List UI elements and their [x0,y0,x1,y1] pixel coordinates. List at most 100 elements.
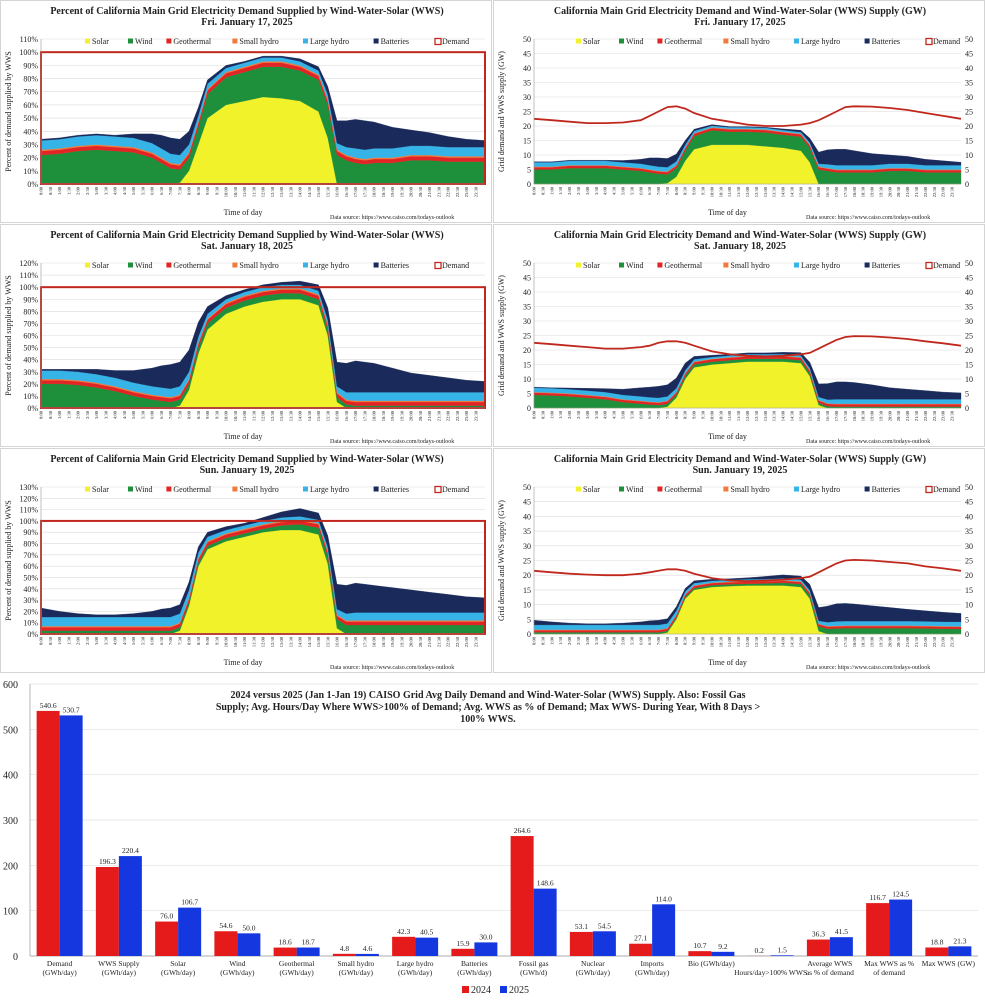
x-tick-label: 8:30 [196,186,201,195]
legend-swatch [373,38,379,44]
legend-label: Demand [442,37,469,46]
x-tick-label: 14:00 [781,186,786,197]
x-tick-label: 4:00 [113,636,118,645]
x-tick-label: 2:00 [76,186,81,195]
x-axis-label: Time of day [224,432,263,441]
bar-2025 [178,907,202,956]
category-label: Max WWS as % [864,959,914,968]
x-tick-label: 10:30 [233,186,238,197]
x-tick-label: 23:00 [464,186,469,197]
bar-2025 [711,951,735,956]
y-tick-label: 35 [523,527,531,536]
legend-label: Demand [933,485,960,494]
x-tick-label: 11:30 [736,636,741,647]
legend-label: Demand [442,485,469,494]
y-tick-label: 20 [523,346,531,355]
x-tick-label: 0:30 [48,410,53,419]
data-source: Data source: https://www.caiso.com/today… [806,439,930,445]
legend-swatch [434,37,442,46]
y-tick-label: 200 [3,861,18,872]
legend-label: Large hydro [310,37,349,46]
x-tick-label: 8:30 [683,410,688,419]
category-label: of demand [873,968,905,977]
x-tick-label: 11:30 [251,636,256,647]
x-tick-label: 7:30 [177,186,182,195]
legend-swatch [925,485,933,494]
area-batteries [533,352,962,400]
legend-swatch [794,262,799,268]
x-tick-label: 5:00 [620,186,625,195]
x-tick-label: 7:00 [168,636,173,645]
y-tick-label: 5 [527,390,531,399]
x-tick-label: 15:30 [807,410,812,421]
x-tick-label: 12:00 [261,410,266,421]
x-tick-label: 10:00 [224,186,229,197]
x-tick-label: 21:30 [436,410,441,421]
y2-tick-label: 10 [965,601,973,610]
bar-value-label: 18.7 [302,938,315,947]
legend-swatch [85,38,90,44]
bar-value-label: 530.7 [63,705,80,714]
y2-tick-label: 30 [965,317,973,326]
category-label: Small hydro [337,959,374,968]
legend-swatch [864,486,870,492]
legend-swatch [723,38,729,44]
y2-tick-label: 50 [965,259,973,268]
legend-label: Geothermal [173,261,212,270]
x-tick-label: 6:30 [647,636,652,645]
x-tick-label: 1:30 [66,636,71,645]
x-tick-label: 10:30 [718,410,723,421]
legend-label: Batteries [381,37,409,46]
x-tick-label: 12:00 [261,636,266,647]
y-tick-label: 50 [523,35,531,44]
category-label: Nuclear [581,959,605,968]
legend-swatch [166,262,172,268]
x-tick-label: 20:00 [409,186,414,197]
legend-label: Small hydro [239,485,278,494]
x-tick-label: 11:00 [727,186,732,197]
bar-2025 [770,955,794,956]
x-tick-label: 3:00 [94,636,99,645]
x-tick-label: 19:30 [878,186,883,197]
x-tick-label: 6:00 [150,410,155,419]
x-tick-label: 23:30 [950,186,955,197]
chart-title: Percent of California Main Grid Electric… [50,6,443,17]
x-tick-label: 19:30 [399,410,404,421]
x-tick-label: 13:00 [279,410,284,421]
chart-svg: California Main Grid Electricity Demand … [497,230,973,445]
category-label: (GWh/day) [635,968,670,977]
x-tick-label: 22:00 [446,636,451,647]
x-tick-label: 8:30 [683,636,688,645]
y2-tick-label: 35 [965,527,973,536]
y-tick-label: 70% [23,551,38,560]
x-axis-label: Time of day [708,208,747,217]
x-tick-label: 9:00 [692,636,697,645]
x-tick-label: 7:00 [168,410,173,419]
y-tick-label: 40% [23,585,38,594]
bar-value-label: 21.3 [953,936,966,945]
x-tick-label: 16:00 [816,410,821,421]
category-label: Batteries [461,959,488,968]
category-label: (GWh/day) [161,968,196,977]
y-tick-label: 25 [523,332,531,341]
x-tick-label: 1:00 [549,410,554,419]
legend-swatch [794,486,799,492]
demand-line [533,105,962,127]
x-tick-label: 18:00 [372,410,377,421]
bar-2025 [296,947,320,956]
y2-tick-label: 40 [965,64,973,73]
x-tick-label: 16:30 [825,410,830,421]
bar-2025 [889,899,913,956]
y-tick-label: 100 [3,907,18,918]
y-tick-label: 10% [23,167,38,176]
x-tick-label: 8:00 [187,410,192,419]
x-tick-label: 9:00 [205,186,210,195]
y2-tick-label: 0 [965,630,969,639]
category-label: Demand [47,959,73,968]
x-tick-label: 10:00 [709,636,714,647]
category-label: Bio (GWh/day) [688,959,735,968]
legend-swatch [619,486,624,492]
y-tick-label: 20 [523,571,531,580]
x-tick-label: 16:30 [825,636,830,647]
x-tick-label: 2:00 [76,410,81,419]
